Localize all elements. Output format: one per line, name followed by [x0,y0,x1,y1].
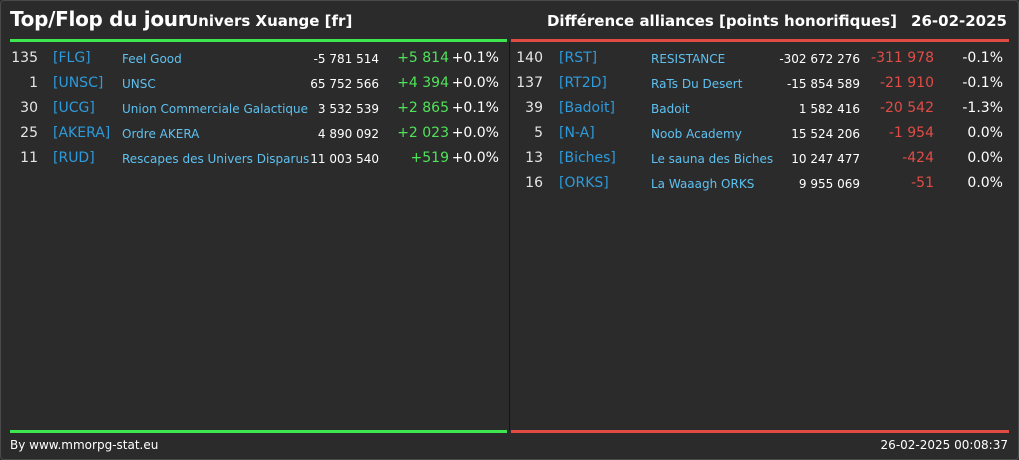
top-alliance-row: 25 [AKERA] Ordre AKERA 4 890 092 +2 023 +0.0% [10,123,507,148]
flop-alliance-row: 13 [Biches] Le sauna des Biches 10 247 477 -… [511,148,1009,173]
top-accent-bar-bottom [10,430,507,433]
percent-change: -0.1% [962,75,1003,91]
alliance-rank: 13 [525,150,543,166]
percent-change: +0.0% [451,150,499,166]
alliance-tag-link[interactable]: [UCG] [53,100,95,116]
alliance-rank: 137 [516,75,543,91]
alliance-points: 4 890 092 [317,127,379,141]
points-difference: +2 865 [397,100,449,116]
points-difference: +5 814 [397,50,449,66]
top-alliance-row: 1 [UNSC] UNSC 65 752 566 +4 394 +0.0% [10,73,507,98]
alliance-name-link[interactable]: La Waaagh ORKS [651,177,755,191]
points-difference: +4 394 [397,75,449,91]
server-name: Univers Xuange [fr] [186,12,353,30]
points-difference: +2 023 [397,125,449,141]
points-difference: -311 978 [871,50,934,66]
alliance-name-link[interactable]: Rescapes des Univers Disparus [122,152,310,166]
alliance-name-link[interactable]: Ordre AKERA [122,127,200,141]
percent-change: 0.0% [967,150,1003,166]
alliance-tag-link[interactable]: [FLG] [53,50,91,66]
alliance-rank: 5 [534,125,543,141]
alliance-name-link[interactable]: RESISTANCE [651,52,726,66]
alliance-points: 11 003 540 [310,152,379,166]
alliance-rank: 135 [11,50,38,66]
flop-accent-bar [511,39,1009,42]
timestamp: 26-02-2025 00:08:37 [880,438,1008,452]
alliance-tag-link[interactable]: [RT2D] [559,75,607,91]
alliance-points: -15 854 589 [786,77,860,91]
alliance-points: 10 247 477 [791,152,860,166]
alliance-rank: 11 [20,150,38,166]
alliance-tag-link[interactable]: [UNSC] [53,75,104,91]
percent-change: 0.0% [967,125,1003,141]
stat-heading: Différence alliances [points honorifique… [547,12,1007,30]
alliance-rank: 140 [516,50,543,66]
alliance-tag-link[interactable]: [Badoit] [559,100,615,116]
alliance-rank: 25 [20,125,38,141]
percent-change: 0.0% [967,175,1003,191]
flop-alliance-row: 39 [Badoit] Badoit 1 582 416 -20 542 -1.3% [511,98,1009,123]
percent-change: +0.0% [451,125,499,141]
alliance-tag-link[interactable]: [RUD] [53,150,95,166]
alliance-rank: 30 [20,100,38,116]
alliance-name-link[interactable]: Le sauna des Biches [651,152,774,166]
percent-change: +0.1% [451,50,499,66]
alliance-points: -5 781 514 [313,52,379,66]
alliance-points: -302 672 276 [779,52,860,66]
stat-type-label: Différence alliances [points honorifique… [546,12,898,30]
alliance-tag-link[interactable]: [ORKS] [559,175,609,191]
points-difference: -21 910 [879,75,934,91]
flop-alliance-row: 16 [ORKS] La Waaagh ORKS 9 955 069 -51 0.0% [511,173,1009,198]
alliance-name-link[interactable]: Badoit [651,102,690,116]
percent-change: -1.3% [962,100,1003,116]
top-panel: 135 [FLG] Feel Good -5 781 514 +5 814 +0.1% 1[… [10,48,507,173]
points-difference: -51 [911,175,934,191]
percent-change: +0.0% [451,75,499,91]
percent-change: +0.1% [451,100,499,116]
page-title: Top/Flop du jour [10,7,188,31]
top-accent-bar [10,39,507,42]
alliance-points: 15 524 206 [791,127,860,141]
alliance-name-link[interactable]: Noob Academy [651,127,742,141]
alliance-name-link[interactable]: UNSC [122,77,156,91]
panel-divider [509,42,510,430]
points-difference: -424 [902,150,934,166]
alliance-tag-link[interactable]: [AKERA] [53,125,111,141]
alliance-rank: 39 [525,100,543,116]
points-difference: -1 954 [888,125,934,141]
flop-panel: 140 [RST] RESISTANCE -302 672 276 -311 978 -0… [511,48,1009,198]
alliance-points: 1 582 416 [798,102,860,116]
flop-alliance-row: 137 [RT2D] RaTs Du Desert -15 854 589 -21 91… [511,73,1009,98]
top-alliance-row: 30 [UCG] Union Commerciale Galactique 3 532… [10,98,507,123]
alliance-points: 65 752 566 [310,77,379,91]
alliance-tag-link[interactable]: [RST] [559,50,598,66]
credit-link[interactable]: By www.mmorpg-stat.eu [10,438,159,452]
flop-alliance-row: 140 [RST] RESISTANCE -302 672 276 -311 978 -0… [511,48,1009,73]
alliance-name-link[interactable]: Union Commerciale Galactique [122,102,309,116]
stat-date: 26-02-2025 [911,12,1007,30]
header: Top/Flop du jour Univers Xuange [fr] Dif… [10,6,1009,36]
alliance-tag-link[interactable]: [Biches] [559,150,616,166]
alliance-tag-link[interactable]: [N-A] [559,125,595,141]
flop-alliance-row: 5 [N-A] Noob Academy 15 524 206 -1 954 0.0% [511,123,1009,148]
alliance-rank: 16 [525,175,543,191]
alliance-name-link[interactable]: RaTs Du Desert [651,77,743,91]
alliance-points: 9 955 069 [798,177,860,191]
top-alliance-row: 11 [RUD] Rescapes des Univers Disparus 11 0… [10,148,507,173]
percent-change: -0.1% [962,50,1003,66]
alliance-rank: 1 [29,75,38,91]
points-difference: +519 [410,150,449,166]
flop-accent-bar-bottom [511,430,1009,433]
alliance-name-link[interactable]: Feel Good [122,52,182,66]
points-difference: -20 542 [879,100,934,116]
alliance-points: 3 532 539 [317,102,379,116]
top-alliance-row: 135 [FLG] Feel Good -5 781 514 +5 814 +0.1% [10,48,507,73]
